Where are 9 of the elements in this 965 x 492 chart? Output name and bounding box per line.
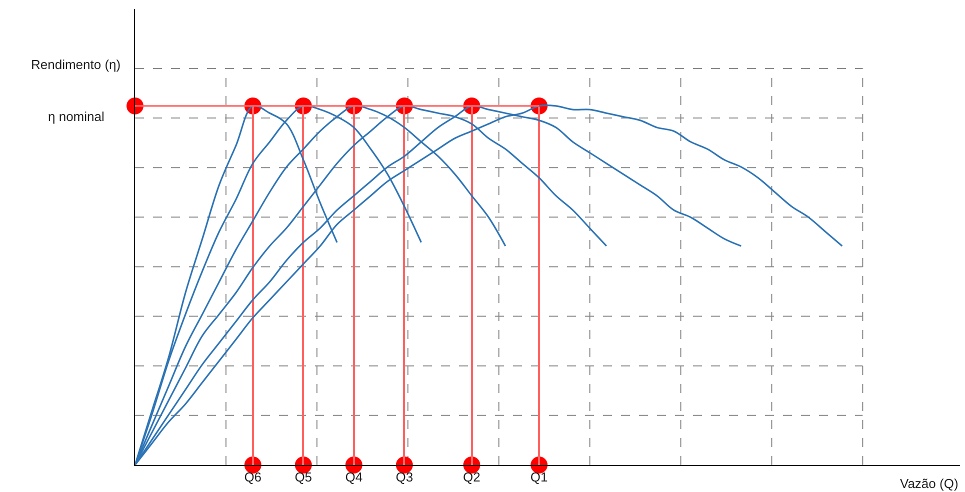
text: η nominal: [48, 109, 104, 124]
x-axis-title: Vazão (Q): [900, 476, 958, 491]
x-tick-label: Q1: [530, 470, 548, 485]
x-tick-label: Q4: [345, 470, 363, 485]
x-tick-label: Q2: [463, 470, 480, 485]
x-tick-label: Q6: [244, 470, 262, 485]
x-tick-label: Q3: [396, 470, 414, 485]
y-axis-title: Rendimento (η): [31, 57, 121, 72]
x-tick-label: Q5: [294, 470, 312, 485]
